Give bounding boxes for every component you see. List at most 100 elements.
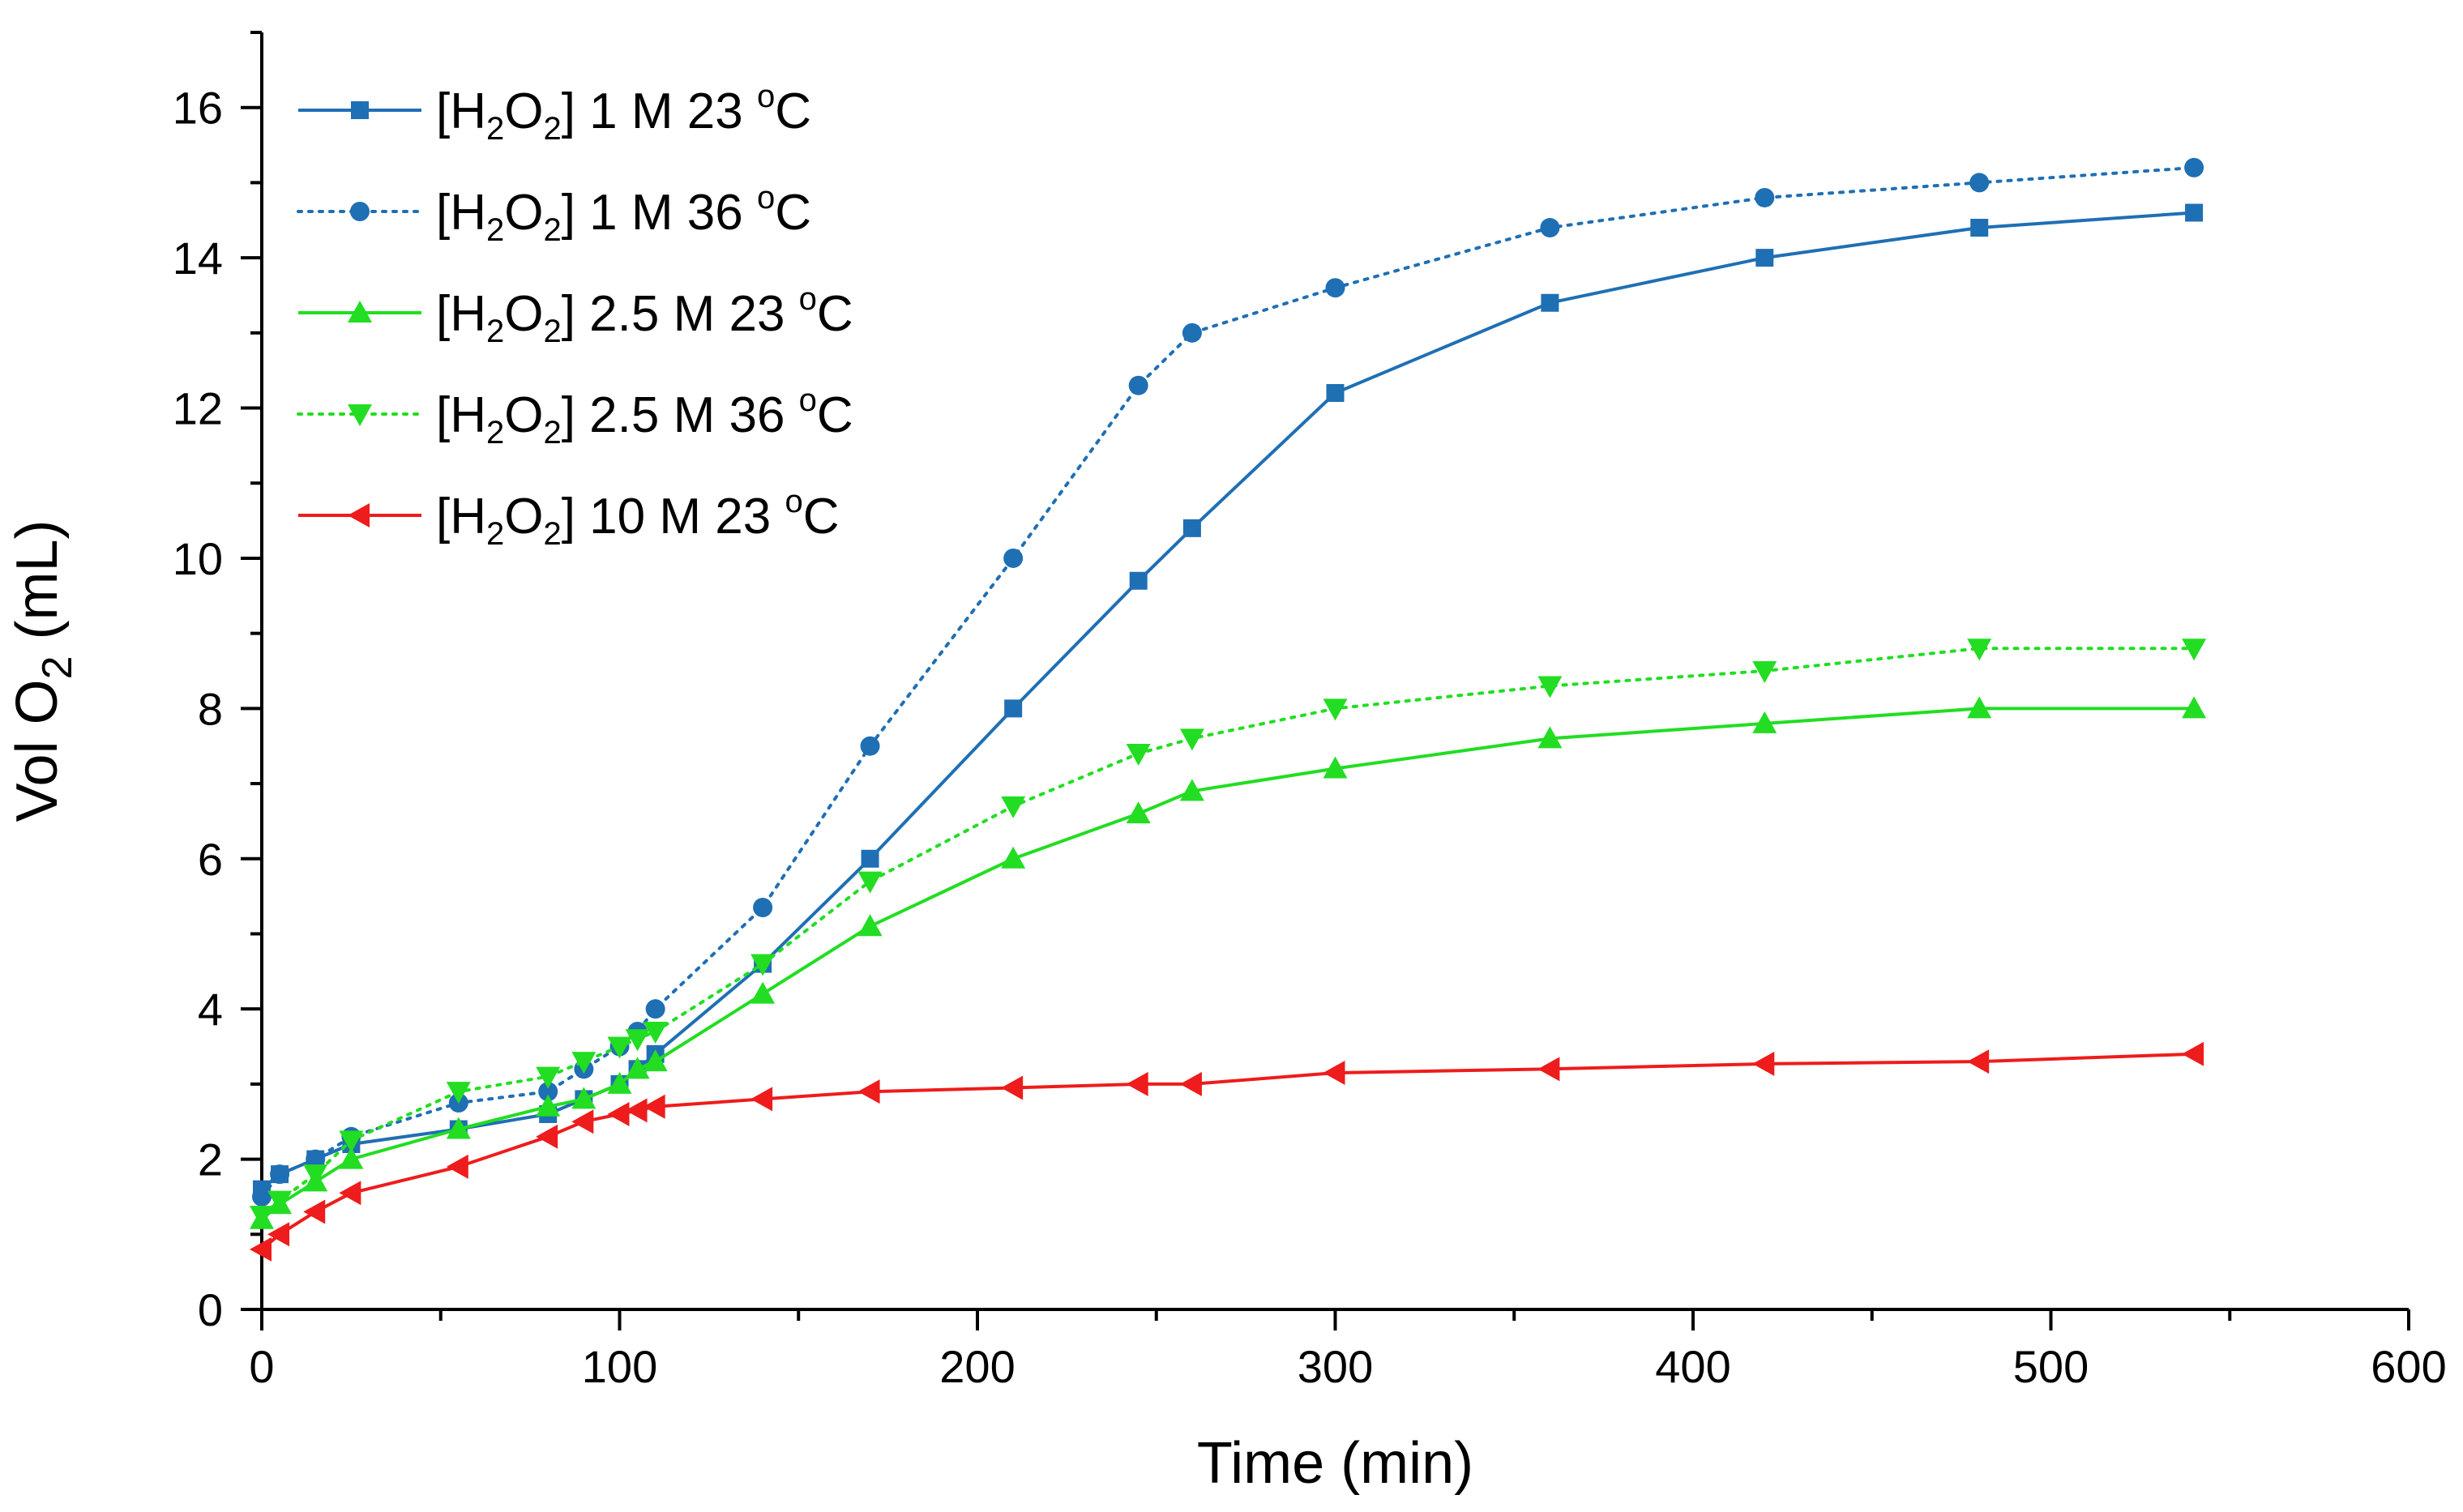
data-point: [750, 981, 776, 1004]
series-layer: [250, 157, 2207, 1262]
legend-label-part: 2: [486, 212, 504, 248]
legend-label: [H2O2] 10 M 23 oC: [436, 484, 839, 552]
data-point: [538, 1082, 558, 1102]
data-point: [1752, 661, 1777, 683]
legend-label-part: [H: [436, 489, 486, 545]
legend-label-part: 2: [543, 516, 561, 552]
legend-label-part: 2: [486, 415, 504, 451]
legend: [H2O2] 1 M 23 oC[H2O2] 1 M 36 oC[H2O2] 2…: [297, 79, 853, 552]
data-point: [303, 1164, 328, 1187]
data-point: [446, 1154, 468, 1179]
data-point: [1537, 676, 1563, 698]
data-point: [625, 1057, 650, 1079]
legend-item-3: [H2O2] 2.5 M 23 oC: [298, 281, 853, 349]
x-tick-label: 400: [1655, 1341, 1730, 1392]
x-tick-label: 0: [249, 1341, 274, 1392]
legend-label-part: C: [775, 185, 811, 241]
data-point: [2184, 157, 2204, 177]
legend-label: [H2O2] 1 M 23 oC: [436, 79, 811, 147]
x-tick-label: 500: [2013, 1341, 2089, 1392]
data-point: [446, 1082, 471, 1104]
legend-label-part: o: [785, 484, 802, 519]
data-point: [1969, 173, 1990, 193]
legend-item-5: [H2O2] 10 M 23 oC: [298, 484, 839, 552]
data-point: [1126, 801, 1151, 824]
legend-label-part: [H: [436, 83, 486, 139]
legend-marker: [351, 101, 369, 119]
data-point: [861, 849, 879, 868]
legend-label-part: 2: [486, 516, 504, 552]
data-point: [267, 1222, 290, 1247]
data-point: [643, 1049, 668, 1072]
data-point: [303, 1199, 326, 1224]
data-point: [1129, 571, 1148, 590]
data-point: [536, 1094, 561, 1117]
data-point: [645, 999, 665, 1019]
legend-label: [H2O2] 1 M 36 oC: [436, 180, 811, 248]
data-point: [1325, 278, 1345, 298]
data-point: [1001, 796, 1026, 818]
legend-label-part: O: [504, 83, 543, 139]
data-point: [1326, 383, 1345, 402]
data-point: [643, 1094, 665, 1119]
data-point: [857, 871, 883, 894]
data-point: [1755, 187, 1775, 207]
y-tick-label: 2: [198, 1134, 223, 1185]
legend-label-part: o: [799, 281, 817, 317]
data-point: [1752, 711, 1777, 733]
data-point: [2182, 1041, 2204, 1066]
data-point: [750, 1087, 773, 1112]
y-axis-title-main: Vol O: [5, 679, 70, 822]
y-tick-label: 6: [198, 834, 223, 885]
data-point: [857, 1079, 880, 1104]
y-axis-title: Vol O2 (mL): [5, 519, 81, 822]
data-point: [270, 1164, 290, 1185]
legend-label: [H2O2] 2.5 M 23 oC: [436, 281, 853, 349]
data-point: [1967, 1049, 1990, 1074]
data-point: [1179, 728, 1204, 751]
data-point: [1182, 322, 1202, 343]
legend-label-part: 2: [486, 111, 504, 147]
legend-label-part: o: [757, 180, 775, 216]
legend-label-part: O: [504, 489, 543, 545]
series-line: [260, 707, 2195, 1221]
legend-label-part: C: [817, 286, 853, 342]
legend-marker: [348, 503, 370, 527]
data-point: [860, 736, 880, 756]
data-point: [250, 1237, 272, 1262]
data-point: [1001, 846, 1026, 869]
data-point: [1179, 779, 1204, 801]
legend-label-part: [H: [436, 286, 486, 342]
x-tick-label: 100: [582, 1341, 657, 1392]
legend-label-part: ] 2.5 M 23: [562, 286, 799, 342]
data-point: [1128, 375, 1148, 395]
data-point: [2182, 639, 2207, 661]
legend-label-part: 2: [543, 111, 561, 147]
data-point: [1755, 249, 1774, 267]
legend-label-part: C: [775, 83, 811, 139]
y-tick-label: 16: [173, 83, 223, 134]
data-point: [625, 1029, 650, 1052]
series-4: [250, 639, 2207, 1228]
data-point: [2185, 203, 2204, 222]
data-point: [753, 898, 773, 918]
series-line: [260, 1052, 2195, 1251]
data-point: [1967, 696, 1992, 719]
data-point: [1323, 1060, 1345, 1085]
y-tick-label: 8: [198, 683, 223, 734]
legend-label-part: [H: [436, 387, 486, 443]
data-point: [607, 1071, 632, 1094]
data-point: [607, 1101, 630, 1126]
data-point: [857, 914, 883, 937]
legend-label-part: o: [757, 79, 775, 114]
data-point: [339, 1181, 361, 1206]
legend-label-part: C: [817, 387, 853, 443]
data-point: [339, 1147, 364, 1169]
x-tick-label: 300: [1298, 1341, 1373, 1392]
legend-item-4: [H2O2] 2.5 M 36 oC: [297, 382, 853, 451]
x-tick-label: 600: [2371, 1341, 2446, 1392]
legend-item-1: [H2O2] 1 M 23 oC: [298, 79, 811, 147]
data-point: [1540, 218, 1560, 238]
data-point: [536, 1124, 558, 1149]
